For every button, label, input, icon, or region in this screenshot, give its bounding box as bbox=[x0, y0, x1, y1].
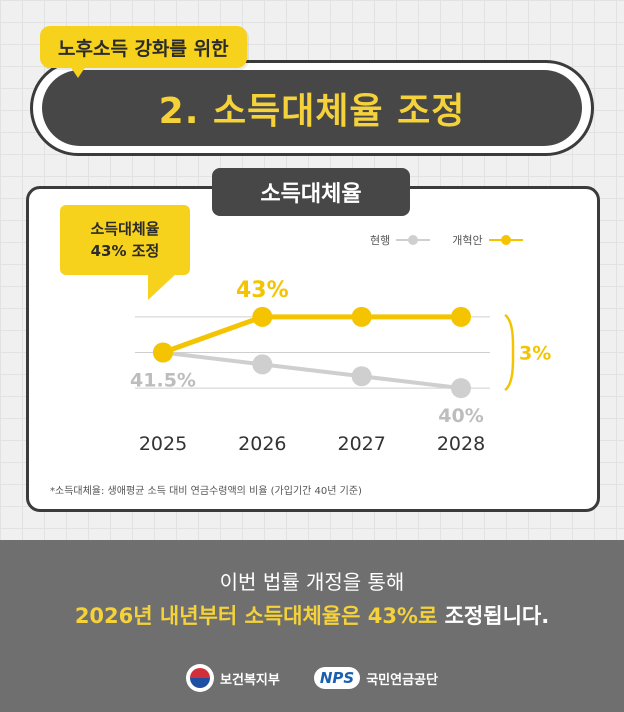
x-tick-1: 2026 bbox=[238, 433, 286, 455]
series-line-1 bbox=[162, 314, 461, 355]
gap-bracket: 3% bbox=[504, 313, 551, 392]
callout-line2: 43% 조정 bbox=[90, 242, 160, 260]
label-reform-2026: 43% bbox=[236, 278, 289, 303]
callout-line1: 소득대체율 bbox=[90, 220, 160, 238]
legend-reform-swatch bbox=[488, 235, 523, 245]
page-title: 2. 소득대체율 조정 bbox=[159, 82, 466, 134]
point-s0-3 bbox=[451, 378, 471, 399]
point-s1-1 bbox=[252, 306, 273, 327]
point-s1-0 bbox=[153, 342, 173, 363]
x-tick-0: 2025 bbox=[139, 433, 187, 455]
callout-tail bbox=[148, 272, 178, 300]
legend-current-label: 현행 bbox=[370, 234, 391, 247]
callout-box: 소득대체율 43% 조정 bbox=[60, 205, 190, 275]
x-tick-2: 2027 bbox=[337, 433, 385, 455]
point-s0-2 bbox=[351, 366, 372, 387]
x-tick-3: 2028 bbox=[437, 433, 485, 455]
nps-mark: NPS bbox=[313, 667, 361, 689]
gap-bracket-path bbox=[504, 313, 515, 392]
data-labels: 43% 41.5% 40% bbox=[130, 278, 484, 427]
series-points bbox=[153, 306, 471, 399]
mohw-name: 보건복지부 bbox=[220, 672, 280, 688]
footnote: *소득대체율: 생애평균 소득 대비 연금수령액의 비율 (가입기간 40년 기… bbox=[50, 486, 362, 497]
label-gap: 3% bbox=[519, 343, 551, 365]
label-current-2028: 40% bbox=[438, 405, 483, 427]
legend-current-swatch bbox=[396, 235, 431, 245]
point-s1-2 bbox=[351, 306, 372, 327]
title-number: 2. bbox=[158, 91, 200, 132]
series-line-0 bbox=[162, 350, 462, 391]
title-banner: 2. 소득대체율 조정 bbox=[42, 70, 582, 146]
point-s1-3 bbox=[451, 306, 471, 327]
chart-title-tab: 소득대체율 bbox=[212, 168, 410, 216]
bottom-band bbox=[0, 540, 624, 712]
title-text: 소득대체율 조정 bbox=[212, 91, 466, 132]
nps-logo: NPS 국민연금공단 bbox=[313, 667, 438, 689]
point-s0-1 bbox=[252, 354, 273, 375]
line-chart: 2025 2026 2027 2028 43% 41.5% 40% 3% bbox=[130, 278, 551, 455]
subtitle-tag: 노후소득 강화를 위한 bbox=[40, 26, 247, 78]
x-axis-ticks: 2025 2026 2027 2028 bbox=[139, 433, 485, 455]
legend: 현행 개혁안 bbox=[370, 230, 523, 250]
bottom-highlight: 2026년 내년부터 소득대체율은 43%로 bbox=[74, 604, 438, 628]
legend-reform-label: 개혁안 bbox=[452, 234, 483, 247]
mohw-logo: 보건복지부 bbox=[186, 664, 280, 692]
bottom-line1: 이번 법률 개정을 통해 bbox=[219, 570, 405, 594]
label-current-2025: 41.5% bbox=[130, 370, 196, 392]
series-lines bbox=[162, 314, 462, 391]
taegeuk-icon bbox=[186, 664, 215, 692]
bottom-line2: 2026년 내년부터 소득대체율은 43%로 조정됩니다. bbox=[0, 600, 624, 630]
bottom-rest: 조정됩니다. bbox=[437, 604, 550, 628]
nps-name: 국민연금공단 bbox=[366, 672, 438, 688]
logos: 보건복지부 NPS 국민연금공단 bbox=[0, 660, 624, 696]
